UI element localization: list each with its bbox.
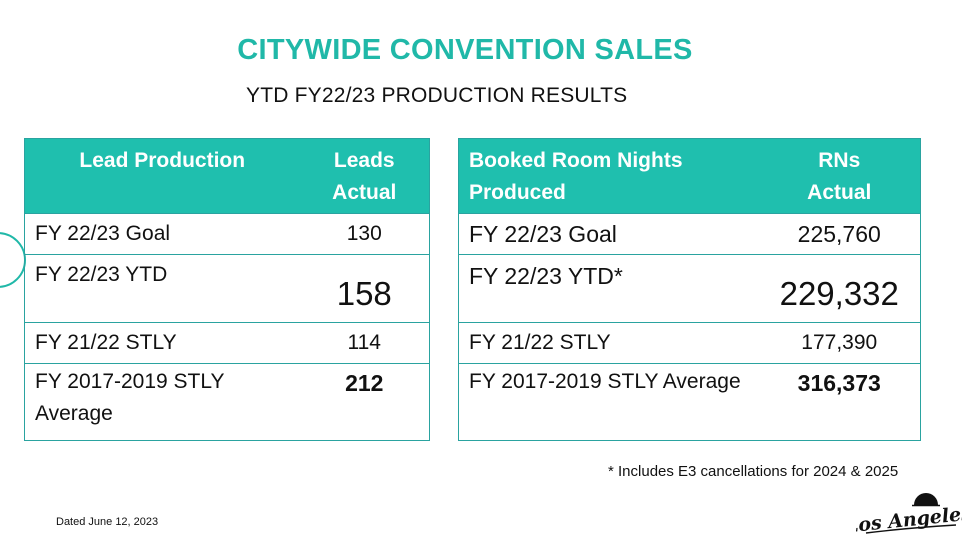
table-row: FY 22/23 Goal 130 (24, 213, 430, 255)
row-value: 130 (299, 213, 430, 255)
table-row: FY 22/23 YTD 158 (24, 254, 430, 323)
los-angeles-logo: Los Angeles (856, 493, 962, 538)
row-label: FY 21/22 STLY (458, 322, 759, 364)
row-value: 114 (299, 322, 430, 364)
row-label: FY 2017-2019 STLY Average (458, 363, 759, 441)
row-label: FY 22/23 YTD (24, 254, 300, 323)
page-subtitle: YTD FY22/23 PRODUCTION RESULTS (246, 84, 628, 107)
header-rns-actual: RNs Actual (758, 138, 921, 214)
lead-production-table: Lead Production Leads Actual FY 22/23 Go… (24, 138, 430, 441)
row-label: FY 22/23 Goal (458, 213, 759, 255)
row-label: FY 22/23 YTD* (458, 254, 759, 323)
table-header-row: Booked Room Nights Produced RNs Actual (458, 138, 921, 214)
row-label: FY 2017-2019 STLY Average (24, 363, 300, 441)
row-value: 229,332 (758, 254, 921, 323)
row-value: 177,390 (758, 322, 921, 364)
row-value: 316,373 (758, 363, 921, 441)
row-label: FY 21/22 STLY (24, 322, 300, 364)
header-booked-room-nights: Booked Room Nights Produced (458, 138, 759, 214)
table-row: FY 22/23 YTD* 229,332 (458, 254, 921, 323)
row-value: 225,760 (758, 213, 921, 255)
row-label: FY 22/23 Goal (24, 213, 300, 255)
table-row: FY 22/23 Goal 225,760 (458, 213, 921, 255)
row-value: 158 (299, 254, 430, 323)
decorative-circle (0, 232, 26, 288)
footnote: * Includes E3 cancellations for 2024 & 2… (608, 463, 899, 480)
table-row: FY 21/22 STLY 177,390 (458, 322, 921, 364)
header-lead-production: Lead Production (24, 138, 300, 214)
table-row: FY 2017-2019 STLY Average 316,373 (458, 363, 921, 441)
page-title: CITYWIDE CONVENTION SALES (237, 34, 693, 66)
dated-label: Dated June 12, 2023 (56, 516, 159, 528)
room-nights-table: Booked Room Nights Produced RNs Actual F… (458, 138, 921, 441)
header-leads-actual: Leads Actual (299, 138, 430, 214)
table-row: FY 21/22 STLY 114 (24, 322, 430, 364)
table-header-row: Lead Production Leads Actual (24, 138, 430, 214)
row-value: 212 (299, 363, 430, 441)
table-row: FY 2017-2019 STLY Average 212 (24, 363, 430, 441)
